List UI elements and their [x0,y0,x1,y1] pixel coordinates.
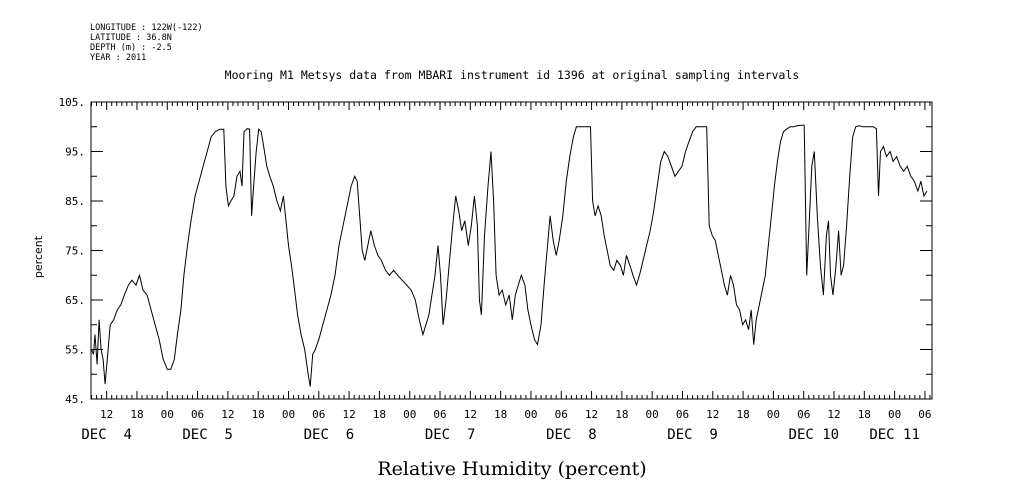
x-hour-label: 18 [373,408,386,421]
x-hour-label: 12 [706,408,719,421]
x-hour-label: 00 [161,408,174,421]
x-hour-label: 00 [888,408,901,421]
x-hour-label: 12 [221,408,234,421]
x-day-label: DEC 7 [425,427,476,443]
x-hour-label: 06 [191,408,204,421]
x-hour-label: 18 [615,408,628,421]
x-hour-label: 00 [524,408,537,421]
y-axis-label: percent [32,235,45,278]
x-axis-label: Relative Humidity (percent) [377,458,646,480]
x-hour-label: 00 [767,408,780,421]
x-hour-label: 06 [676,408,689,421]
x-hour-label: 12 [827,408,840,421]
x-hour-label: 06 [433,408,446,421]
x-day-label: DEC 10 [789,427,840,443]
longitude-label: LONGITUDE : 122W(-122) [90,23,203,33]
x-hour-label: 06 [918,408,931,421]
x-day-label: DEC 4 [81,427,132,443]
y-tick-label: 55. [65,344,85,357]
year-label: YEAR : 2011 [90,53,146,63]
x-hour-label: 18 [130,408,143,421]
x-hour-label: 18 [252,408,265,421]
y-tick-label: 65. [65,294,85,307]
humidity-series-line [91,124,928,387]
x-hour-label: 18 [858,408,871,421]
y-tick-label: 85. [65,195,85,208]
latitude-label: LATITUDE : 36.8N [90,33,172,43]
x-hour-label: 06 [797,408,810,421]
y-tick-label: 105. [59,96,86,109]
x-day-label: DEC 9 [667,427,718,443]
x-hour-label: 06 [555,408,568,421]
x-hour-label: 00 [646,408,659,421]
x-hour-label: 12 [100,408,113,421]
y-tick-label: 45. [65,393,85,406]
x-hour-label: 12 [342,408,355,421]
x-day-label: DEC 11 [869,427,920,443]
x-day-label: DEC 5 [182,427,233,443]
chart-title: Mooring M1 Metsys data from MBARI instru… [225,68,800,82]
x-hour-label: 12 [585,408,598,421]
x-hour-label: 12 [464,408,477,421]
x-day-label: DEC 8 [546,427,597,443]
x-hour-label: 18 [736,408,749,421]
x-hour-label: 06 [312,408,325,421]
x-hour-label: 00 [282,408,295,421]
depth-label: DEPTH (m) : -2.5 [90,43,172,53]
y-tick-label: 95. [65,146,85,159]
y-tick-label: 75. [65,245,85,258]
x-hour-label: 00 [403,408,416,421]
x-day-label: DEC 6 [304,427,355,443]
x-hour-label: 18 [494,408,507,421]
